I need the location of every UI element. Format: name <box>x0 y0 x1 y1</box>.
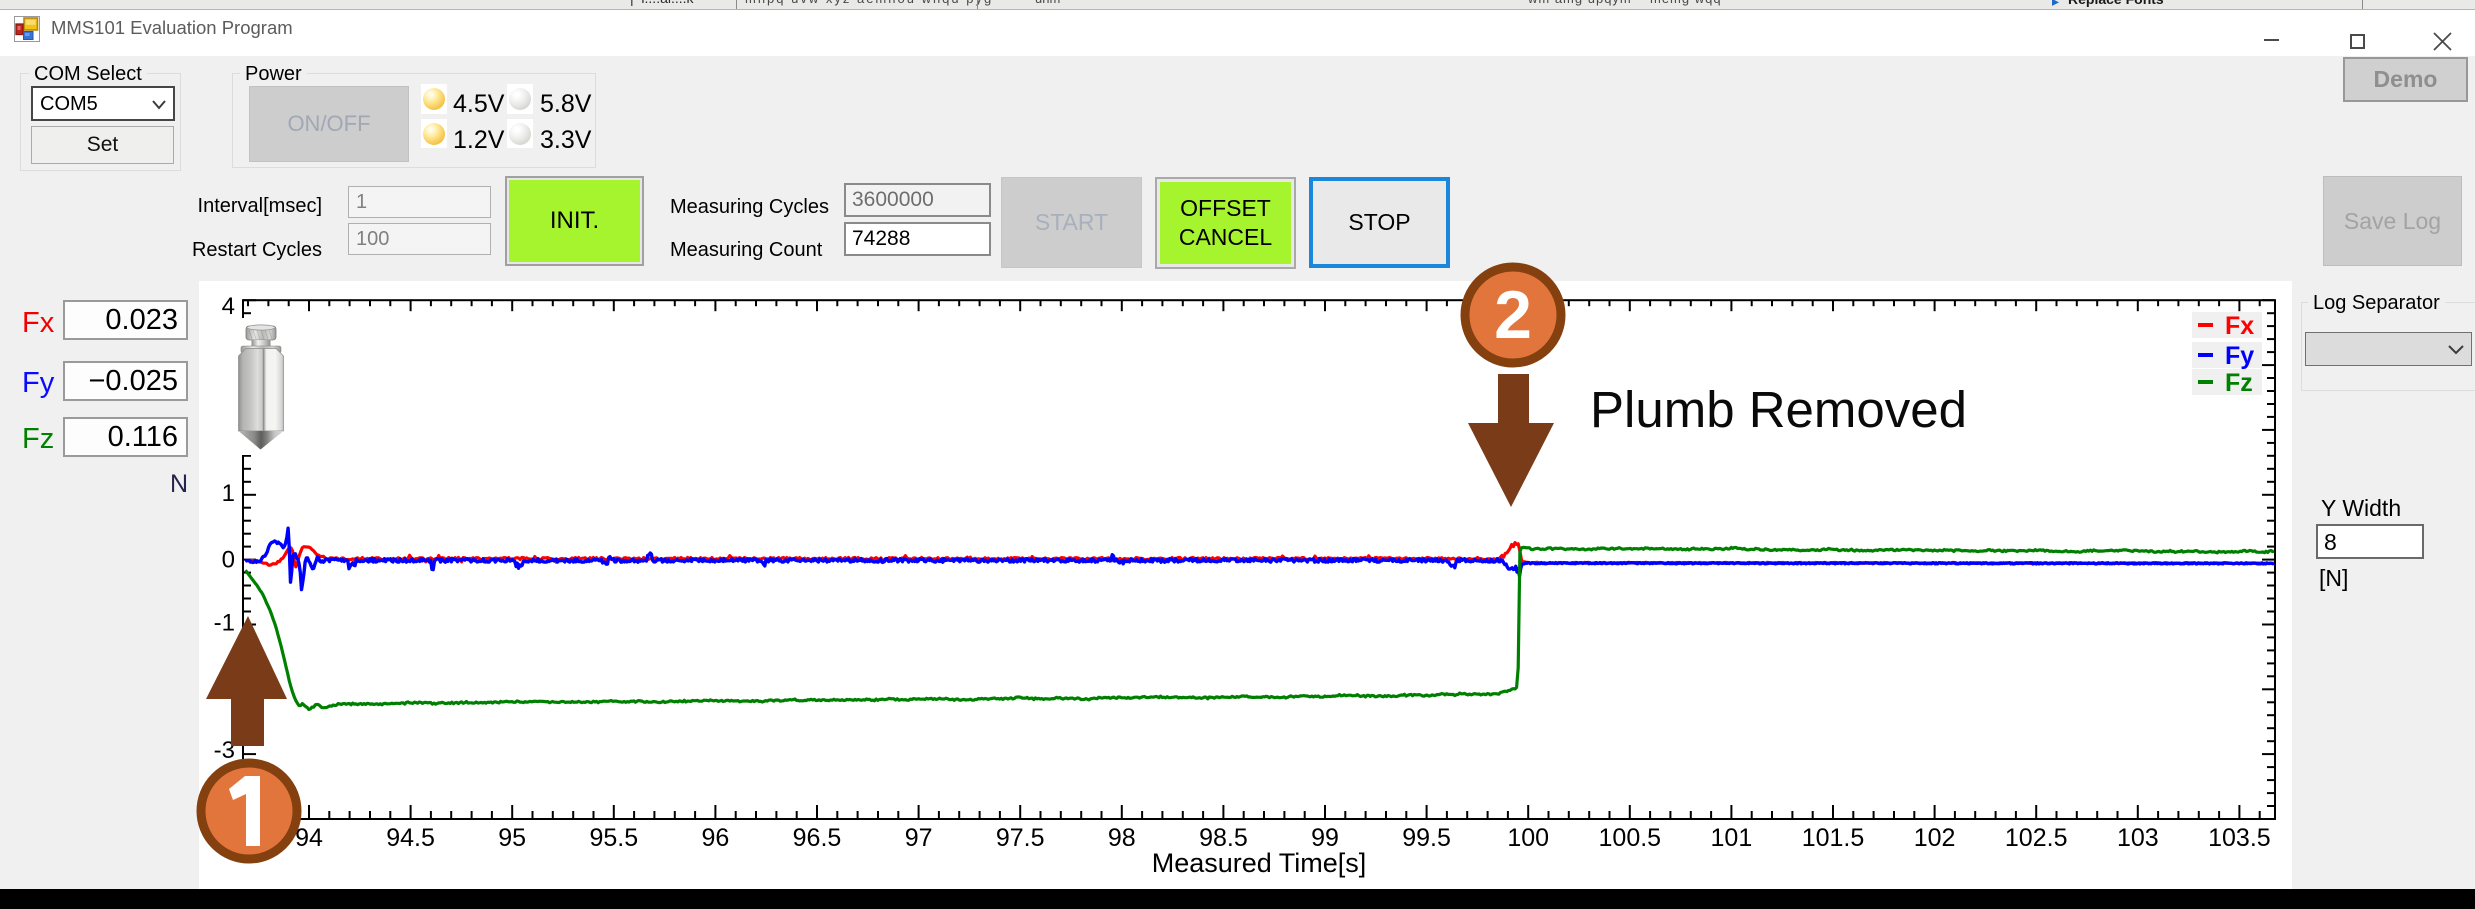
svg-text:1: 1 <box>222 480 235 507</box>
svg-text:97: 97 <box>905 824 933 852</box>
svg-text:-1: -1 <box>214 610 235 637</box>
svg-text:Fz: Fz <box>2225 369 2253 397</box>
svg-text:99: 99 <box>1311 824 1339 852</box>
svg-text:2: 2 <box>1494 277 1532 353</box>
svg-text:94.5: 94.5 <box>386 824 435 852</box>
svg-text:103: 103 <box>2117 824 2159 852</box>
svg-text:-3: -3 <box>214 737 235 764</box>
svg-text:4: 4 <box>222 293 235 320</box>
svg-text:96.5: 96.5 <box>793 824 842 852</box>
svg-text:100: 100 <box>1507 824 1549 852</box>
svg-text:98: 98 <box>1108 824 1136 852</box>
svg-text:Fy: Fy <box>2225 342 2254 370</box>
svg-text:0: 0 <box>222 547 235 574</box>
svg-text:94: 94 <box>295 824 323 852</box>
svg-text:101: 101 <box>1711 824 1753 852</box>
svg-text:102: 102 <box>1914 824 1956 852</box>
svg-text:97.5: 97.5 <box>996 824 1045 852</box>
svg-text:101.5: 101.5 <box>1802 824 1865 852</box>
svg-text:103.5: 103.5 <box>2208 824 2271 852</box>
svg-text:98.5: 98.5 <box>1199 824 1248 852</box>
svg-text:95.5: 95.5 <box>589 824 638 852</box>
svg-text:99.5: 99.5 <box>1402 824 1451 852</box>
svg-text:95: 95 <box>498 824 526 852</box>
svg-text:Measured Time[s]: Measured Time[s] <box>1152 848 1367 878</box>
svg-text:100.5: 100.5 <box>1599 824 1662 852</box>
svg-text:102.5: 102.5 <box>2005 824 2068 852</box>
svg-text:96: 96 <box>701 824 729 852</box>
svg-text:Fx: Fx <box>2225 312 2254 340</box>
